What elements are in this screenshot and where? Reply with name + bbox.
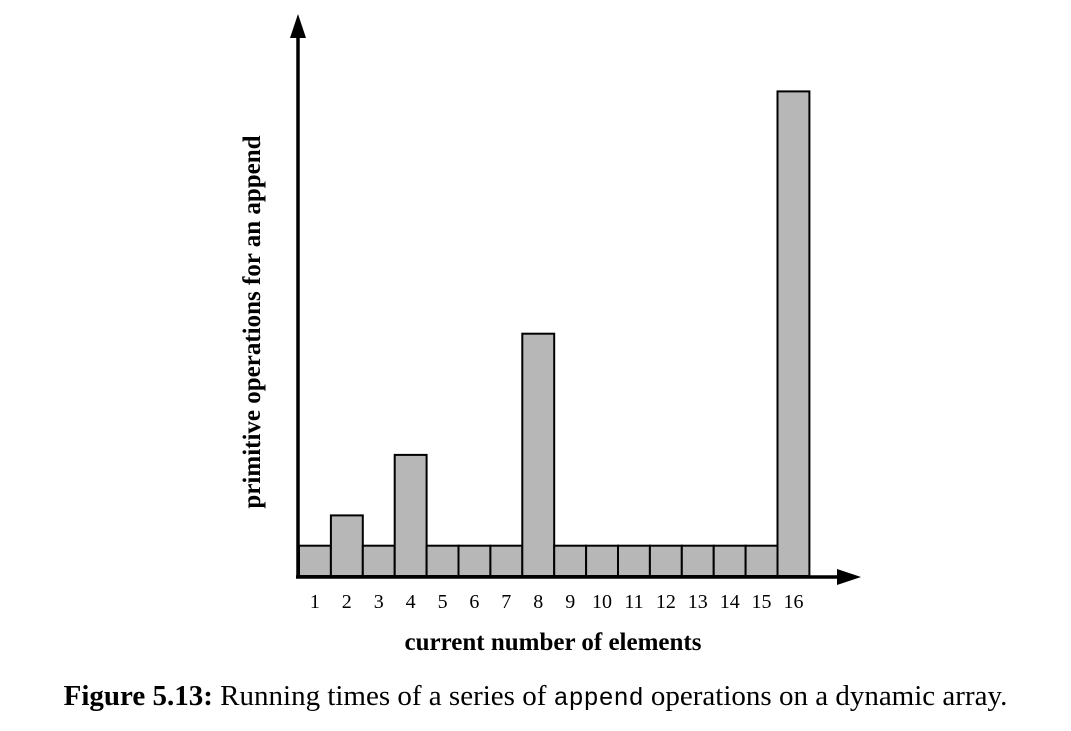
x-tick-labels: 1 2 3 4 5 6 7 8 9 10 11 12 13 14 15 16 xyxy=(310,591,804,613)
figure-caption: Figure 5.13: Running times of a series o… xyxy=(0,680,1071,713)
x-tick-label-14: 14 xyxy=(720,591,740,613)
x-tick-label-12: 12 xyxy=(656,591,676,613)
bar-16 xyxy=(776,90,811,578)
x-tick-label-9: 9 xyxy=(565,591,575,613)
bar-10 xyxy=(585,544,619,578)
caption-text-after: operations on a dynamic array. xyxy=(650,680,1008,712)
x-tick-label-5: 5 xyxy=(438,591,448,613)
bar-chart: 1 2 3 4 5 6 7 8 9 10 11 12 13 14 15 16 current number o… xyxy=(239,14,861,656)
bar-2 xyxy=(329,514,364,578)
bar-12 xyxy=(648,544,683,578)
x-tick-label-3: 3 xyxy=(374,591,384,613)
bar-13 xyxy=(680,544,715,578)
caption-text-before: Running times of a series of xyxy=(220,680,547,712)
bar-11 xyxy=(617,544,651,578)
bar-8 xyxy=(521,332,556,578)
x-tick-label-7: 7 xyxy=(501,591,511,613)
x-axis-label: current number of elements xyxy=(405,629,702,656)
bar-7 xyxy=(489,544,524,578)
bars-group xyxy=(298,90,811,578)
x-tick-label-2: 2 xyxy=(342,591,352,613)
bar-3 xyxy=(361,544,396,578)
bar-9 xyxy=(553,544,588,578)
x-tick-label-13: 13 xyxy=(688,591,708,613)
bar-14 xyxy=(712,544,747,578)
x-tick-label-11: 11 xyxy=(624,591,643,613)
x-tick-label-6: 6 xyxy=(469,591,479,613)
figure-number: Figure 5.13: xyxy=(63,680,213,712)
x-tick-label-10: 10 xyxy=(592,591,612,613)
x-tick-label-4: 4 xyxy=(406,591,416,613)
bar-5 xyxy=(425,544,460,578)
x-tick-label-1: 1 xyxy=(310,591,320,613)
x-tick-label-15: 15 xyxy=(752,591,772,613)
y-axis-arrowhead xyxy=(290,14,306,38)
x-axis-arrowhead xyxy=(837,569,861,585)
x-tick-label-16: 16 xyxy=(784,591,804,613)
x-tick-label-8: 8 xyxy=(533,591,543,613)
y-axis-label: primitive operations for an append xyxy=(239,135,266,508)
caption-code-word: append xyxy=(553,684,644,713)
bar-1 xyxy=(298,544,332,578)
bar-6 xyxy=(457,544,492,578)
bar-15 xyxy=(744,544,779,578)
bar-4 xyxy=(393,453,428,577)
